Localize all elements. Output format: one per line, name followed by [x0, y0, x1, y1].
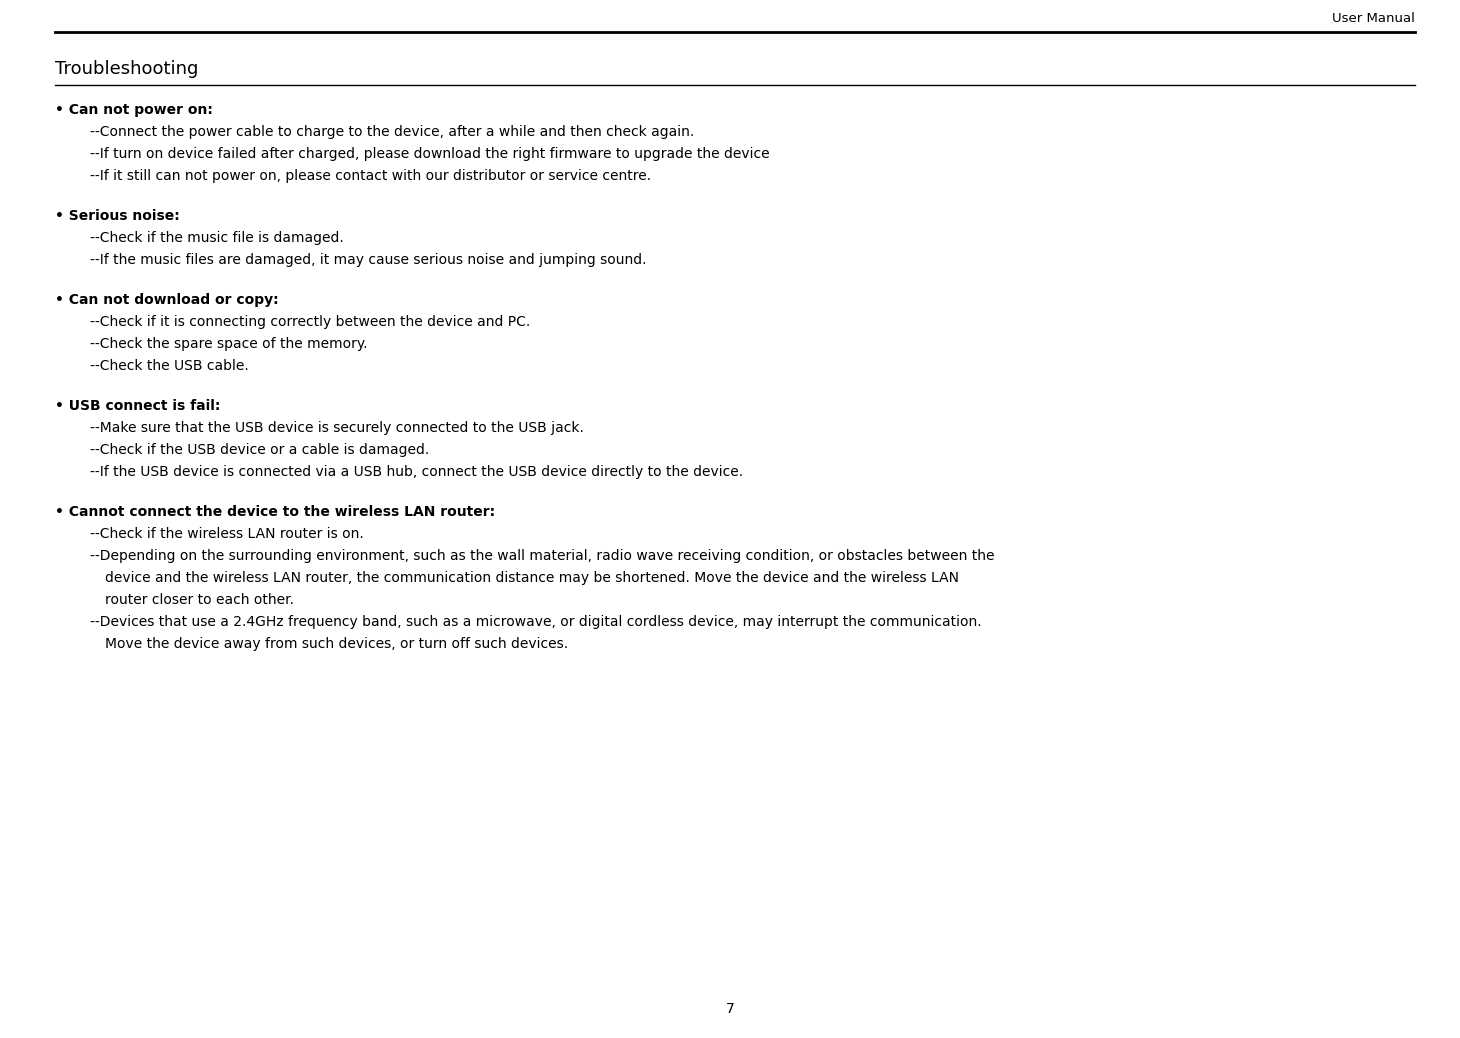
Text: --Make sure that the USB device is securely connected to the USB jack.: --Make sure that the USB device is secur… [91, 421, 584, 435]
Text: • Cannot connect the device to the wireless LAN router:: • Cannot connect the device to the wirel… [55, 506, 495, 519]
Text: • Can not power on:: • Can not power on: [55, 103, 213, 117]
Text: --Devices that use a 2.4GHz frequency band, such as a microwave, or digital cord: --Devices that use a 2.4GHz frequency ba… [91, 614, 981, 629]
Text: --Check if the music file is damaged.: --Check if the music file is damaged. [91, 231, 343, 245]
Text: • Can not download or copy:: • Can not download or copy: [55, 293, 279, 307]
Text: --Check the USB cable.: --Check the USB cable. [91, 359, 248, 373]
Text: --If the USB device is connected via a USB hub, connect the USB device directly : --If the USB device is connected via a U… [91, 465, 743, 479]
Text: Troubleshooting: Troubleshooting [55, 60, 199, 78]
Text: --Check if the wireless LAN router is on.: --Check if the wireless LAN router is on… [91, 527, 364, 541]
Text: • Serious noise:: • Serious noise: [55, 209, 180, 223]
Text: --Connect the power cable to charge to the device, after a while and then check : --Connect the power cable to charge to t… [91, 125, 695, 139]
Text: --Check if it is connecting correctly between the device and PC.: --Check if it is connecting correctly be… [91, 315, 530, 329]
Text: --If turn on device failed after charged, please download the right firmware to : --If turn on device failed after charged… [91, 147, 769, 161]
Text: --Depending on the surrounding environment, such as the wall material, radio wav: --Depending on the surrounding environme… [91, 549, 994, 563]
Text: Move the device away from such devices, or turn off such devices.: Move the device away from such devices, … [105, 637, 568, 651]
Text: • USB connect is fail:: • USB connect is fail: [55, 399, 220, 413]
Text: 7: 7 [726, 1002, 734, 1016]
Text: --If it still can not power on, please contact with our distributor or service c: --If it still can not power on, please c… [91, 169, 651, 183]
Text: device and the wireless LAN router, the communication distance may be shortened.: device and the wireless LAN router, the … [105, 571, 959, 585]
Text: --Check if the USB device or a cable is damaged.: --Check if the USB device or a cable is … [91, 443, 429, 457]
Text: --Check the spare space of the memory.: --Check the spare space of the memory. [91, 337, 368, 351]
Text: router closer to each other.: router closer to each other. [105, 593, 293, 607]
Text: --If the music files are damaged, it may cause serious noise and jumping sound.: --If the music files are damaged, it may… [91, 253, 647, 267]
Text: User Manual: User Manual [1332, 12, 1415, 25]
